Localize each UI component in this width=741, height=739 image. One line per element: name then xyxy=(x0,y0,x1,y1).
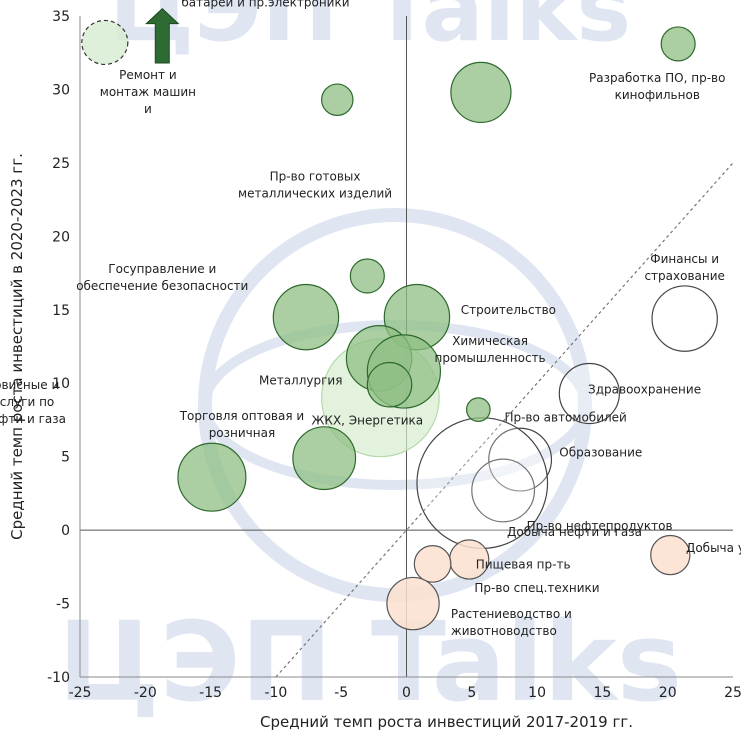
legend-dashed-bubble xyxy=(81,19,129,66)
bubble xyxy=(413,545,452,583)
x-tick-label: -5 xyxy=(334,685,348,701)
bubble-labels: ITПроизводство электродвигателей,батарей… xyxy=(0,0,741,638)
bubble-label: животноводство xyxy=(451,624,557,638)
x-tick-label: 5 xyxy=(467,685,476,701)
y-tick-label: 30 xyxy=(52,82,70,98)
axes: -25 -20 -15 -10 -5 0 5 10 15 20 25 -10 -5 0 5 10 15 20 25 3… xyxy=(47,9,741,701)
bubble xyxy=(349,258,385,294)
bubble-label: Металлургия xyxy=(259,374,342,388)
bubble-label: Разработка ПО, пр-во xyxy=(589,71,725,85)
bubble-label: Добыча угля xyxy=(686,541,741,555)
watermark-text-bottom: ЦЭП Talks xyxy=(58,598,683,726)
legend-note-text: Ремонт и xyxy=(119,68,176,82)
bubble xyxy=(450,61,512,124)
legend-note-text: монтаж машин xyxy=(100,85,196,99)
watermark-text-top: ЦЭП Talks xyxy=(109,0,631,62)
bubble xyxy=(650,534,691,576)
bubble-label: Образование xyxy=(559,446,642,460)
legend-note-text: и xyxy=(144,102,152,116)
y-tick-label: 20 xyxy=(52,229,70,245)
x-axis-title: Средний темп роста инвестиций 2017-2019 … xyxy=(260,713,633,731)
bubble xyxy=(471,458,536,523)
up-arrow-icon xyxy=(145,7,180,64)
x-tick-label: -15 xyxy=(199,685,222,701)
bubble xyxy=(366,361,413,408)
y-tick-label: -10 xyxy=(47,670,70,686)
bubble-label: Пр-во спец.техники xyxy=(474,581,599,595)
bubble-label: Добыча нефти и газа xyxy=(507,525,642,539)
x-tick-label: 10 xyxy=(528,685,546,701)
bubble-label: Строительство xyxy=(461,303,556,317)
bubble xyxy=(558,362,620,425)
bubble-label: металлических изделий xyxy=(238,187,392,201)
bubble-label: Химическая xyxy=(452,334,528,348)
x-tick-label: -20 xyxy=(134,685,157,701)
bubble-label: Пр-во автомобилей xyxy=(504,410,626,424)
y-tick-label: 25 xyxy=(52,156,70,172)
bubble-label: добыче нефти и газа xyxy=(0,412,66,426)
bubble xyxy=(465,397,491,423)
bubble-label: кинофильнов xyxy=(615,88,700,102)
bubble xyxy=(321,83,354,116)
bubble xyxy=(651,285,718,352)
y-axis-title: Средний темп роста инвестиций в 2020-202… xyxy=(8,153,26,540)
bubble-label: обеспечение безопасности xyxy=(76,279,248,293)
bubble xyxy=(386,576,440,631)
bubble xyxy=(660,26,696,62)
bubble xyxy=(292,426,357,491)
x-tick-label: -10 xyxy=(264,685,287,701)
bubble-label: прочие услуги по xyxy=(0,395,54,409)
bubble-label: Финансы и xyxy=(650,252,719,266)
diagonal-reference-line xyxy=(275,162,734,678)
bubble-label: Пр-во нефтепродуктов xyxy=(527,519,673,533)
bubble xyxy=(488,427,553,492)
bubble-label: Пр-во готовых xyxy=(270,170,361,184)
bubble-label: Торговля оптовая и xyxy=(179,409,305,423)
bubble-label: ЖКХ, Энергетика xyxy=(312,413,424,427)
bubble-label: Пищевая пр-ть xyxy=(476,557,571,571)
bubble-label: страхование xyxy=(644,269,724,283)
bubble xyxy=(177,442,247,512)
x-tick-label: -25 xyxy=(69,685,92,701)
watermark: ЦЭП Talks ЦЭП Talks xyxy=(58,0,683,726)
y-tick-label: 35 xyxy=(52,9,70,25)
bubble-label: розничная xyxy=(209,426,276,440)
bubble xyxy=(272,283,340,351)
x-tick-label: 15 xyxy=(593,685,611,701)
x-tick-label: 25 xyxy=(724,685,741,701)
y-tick-label: 0 xyxy=(61,523,70,539)
bubble-label: батарей и пр.электроники xyxy=(181,0,349,10)
bubble-label: Госуправление и xyxy=(108,262,216,276)
bubble-label: Растениеводство и xyxy=(451,607,572,621)
y-tick-label: 10 xyxy=(52,376,70,392)
bubble-label: Нефтесервисные и xyxy=(0,378,59,392)
legend: Ремонт и монтаж машин и xyxy=(81,7,196,116)
y-tick-label: 15 xyxy=(52,303,70,319)
bubbles xyxy=(177,26,718,631)
y-tick-label: 5 xyxy=(61,450,70,466)
x-tick-label: 20 xyxy=(659,685,677,701)
bubble-label: промышленность xyxy=(435,351,546,365)
bubble-label: Здравоохранение xyxy=(588,383,701,397)
y-tick-label: -5 xyxy=(56,597,70,613)
x-tick-label: 0 xyxy=(402,685,411,701)
